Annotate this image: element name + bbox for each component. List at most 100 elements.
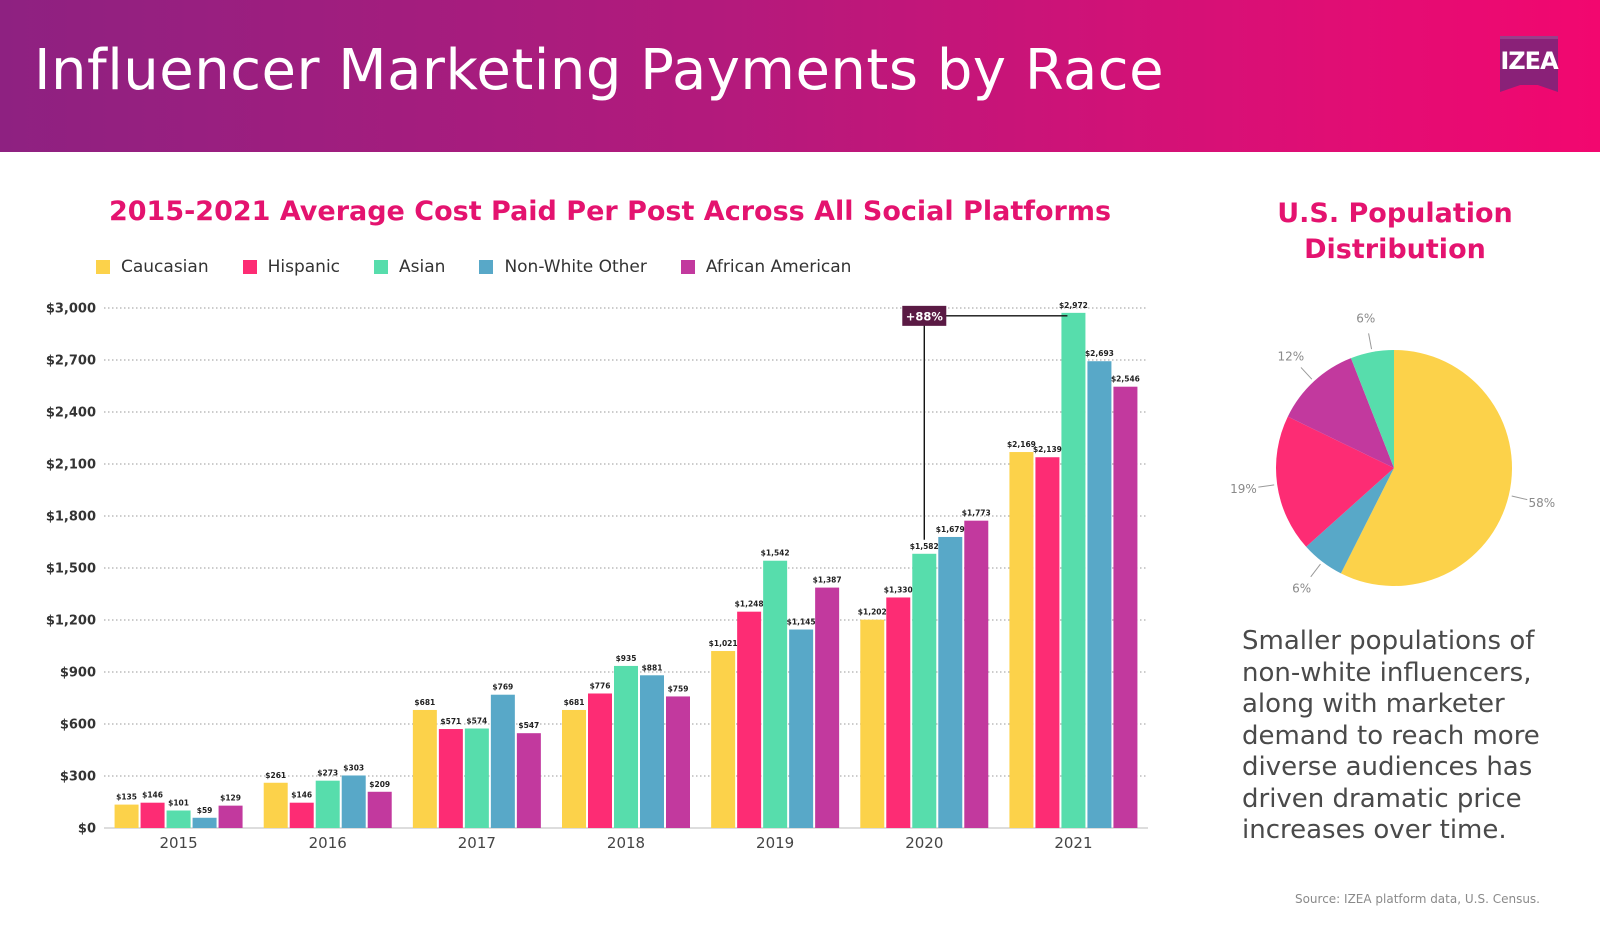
data-label: $261 [265, 771, 286, 780]
data-label: $1,248 [735, 600, 764, 609]
bar-non-white-other-2017 [490, 694, 515, 828]
data-label: $1,679 [936, 525, 965, 534]
bar-asian-2021 [1061, 312, 1086, 828]
callout-badge [902, 305, 947, 326]
data-label: $574 [466, 717, 487, 726]
bar-caucasian-2016 [263, 782, 288, 828]
x-tick-label: 2020 [905, 834, 943, 852]
y-tick-label: $3,000 [46, 302, 96, 317]
page-title: Influencer Marketing Payments by Race [34, 38, 1165, 103]
chart-legend: Caucasian Hispanic Asian Non-White Other… [96, 256, 885, 278]
pie-label-leader [1300, 367, 1313, 380]
x-tick-label: 2015 [159, 834, 197, 852]
data-label: $135 [116, 793, 137, 802]
data-label: $273 [317, 769, 338, 778]
pie-label-leader [1258, 484, 1275, 488]
data-label: $681 [564, 698, 585, 707]
pie-label-leader [1368, 333, 1373, 350]
bar-non-white-other-2021 [1087, 361, 1112, 828]
legend-swatch-asian [374, 260, 389, 274]
legend-item-asian: Asian [374, 257, 445, 277]
bar-non-white-other-2018 [640, 675, 664, 828]
y-tick-label: $2,700 [46, 354, 96, 369]
data-label: $1,202 [858, 608, 887, 617]
bar-african-american-2018 [666, 696, 690, 828]
bar-african-american-2019 [815, 587, 840, 828]
data-label: $1,330 [884, 585, 913, 594]
bar-chart-title: 2015-2021 Average Cost Paid Per Post Acr… [108, 196, 1112, 227]
bar-african-american-2016 [367, 791, 392, 828]
legend-item-african-american: African American [680, 257, 852, 277]
bar-caucasian-2018 [562, 709, 586, 828]
pie-chart: 58% 6% 19% 12% 6% [1230, 312, 1555, 596]
pie-label: 6% [1292, 582, 1311, 596]
data-label: $776 [590, 681, 611, 690]
data-label: $2,693 [1085, 349, 1114, 358]
bar-caucasian-2020 [860, 619, 885, 828]
bar-hispanic-2019 [737, 611, 762, 828]
bar-african-american-2020 [964, 520, 989, 828]
data-label: $2,169 [1007, 440, 1036, 449]
pie-slice-asian [1350, 350, 1394, 468]
bar-asian-2015 [166, 810, 191, 828]
y-tick-label: $1,800 [46, 510, 96, 525]
pie-label: 12% [1277, 349, 1304, 363]
y-tick-label: $2,100 [46, 458, 96, 473]
logo-notch [1500, 82, 1558, 92]
pie-label-leader [1511, 495, 1528, 501]
y-tick-label: $0 [78, 822, 96, 837]
data-label: $2,546 [1111, 375, 1140, 384]
bar-non-white-other-2019 [789, 629, 814, 828]
bar-asian-2020 [912, 553, 937, 828]
bar-hispanic-2020 [886, 597, 911, 828]
legend-swatch-caucasian [96, 260, 110, 274]
pie-slice-caucasian [1340, 350, 1512, 586]
legend-item-non-white-other: Non-White Other [479, 257, 647, 277]
legend-label-asian: Asian [399, 257, 446, 277]
header-banner: Influencer Marketing Payments by Race [0, 0, 1600, 152]
pie-chart-title: U.S. Population Distribution [1277, 198, 1513, 265]
x-tick-label: 2021 [1054, 834, 1092, 852]
bar-non-white-other-2020 [938, 536, 963, 828]
data-label: $571 [440, 717, 461, 726]
data-label: $209 [369, 780, 390, 789]
data-label: $1,145 [787, 618, 816, 627]
legend-item-hispanic: Hispanic [242, 257, 341, 277]
data-label: $1,387 [813, 576, 842, 585]
pie-slice-hispanic [1276, 416, 1394, 547]
data-label: $1,021 [709, 639, 738, 648]
data-label: $59 [197, 806, 213, 815]
legend-label-non-white-other: Non-White Other [504, 257, 647, 277]
y-tick-label: $1,500 [46, 562, 96, 577]
bar-asian-2019 [763, 560, 788, 828]
callout-badge-label: +88% [906, 309, 944, 323]
data-label: $1,582 [910, 542, 939, 551]
data-label: $129 [220, 794, 241, 803]
pie-slice-african-american [1287, 358, 1394, 468]
legend-label-african-american: African American [705, 257, 852, 277]
legend-label-hispanic: Hispanic [267, 257, 341, 277]
data-label: $1,542 [761, 549, 790, 558]
summary-text: Smaller populations of non-white influen… [1242, 626, 1540, 845]
bar-african-american-2017 [516, 733, 541, 828]
bar-hispanic-2018 [588, 693, 612, 828]
pie-label: 6% [1356, 312, 1375, 326]
legend-swatch-non-white-other [479, 260, 494, 274]
data-label: $759 [668, 684, 689, 693]
y-tick-label: $1,200 [46, 614, 96, 629]
legend-item-caucasian: Caucasian [96, 257, 209, 277]
data-label: $303 [343, 763, 364, 772]
legend-label-caucasian: Caucasian [121, 257, 209, 277]
pie-slice-non-white-other [1306, 468, 1394, 574]
data-label: $146 [142, 791, 163, 800]
bar-asian-2018 [614, 665, 638, 828]
data-label: $935 [616, 654, 637, 663]
bar-non-white-other-2015 [192, 817, 217, 828]
bar-caucasian-2017 [412, 709, 437, 828]
x-tick-label: 2018 [607, 834, 645, 852]
bar-african-american-2015 [218, 805, 243, 828]
izea-logo: IZEA [1500, 36, 1559, 85]
y-tick-label: $2,400 [46, 406, 96, 421]
bar-caucasian-2015 [114, 804, 139, 828]
data-label: $101 [168, 798, 189, 807]
